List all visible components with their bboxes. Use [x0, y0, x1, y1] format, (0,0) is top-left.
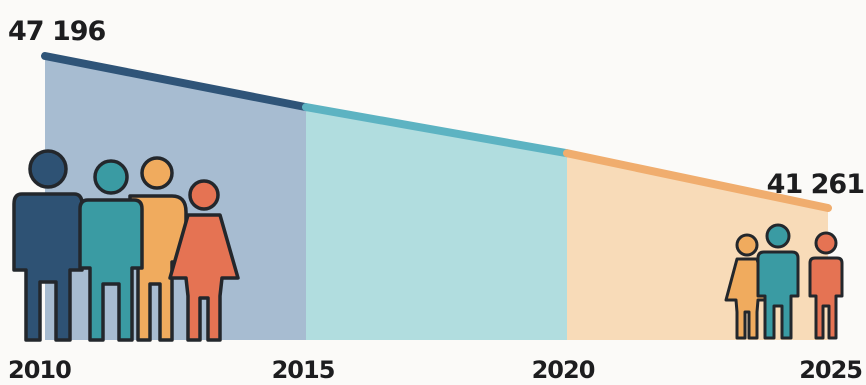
x-tick-label-2015: 2015 — [272, 356, 335, 384]
x-axis-ticks: 2010 2015 2020 2025 — [8, 356, 863, 384]
area-segment-2015-2020 — [306, 107, 567, 340]
trend-line-2015-2020 — [302, 103, 571, 158]
trend-line-2020-2025 — [563, 149, 832, 212]
x-tick-label-2020: 2020 — [532, 356, 595, 384]
people-group-2010-icon — [12, 149, 240, 342]
start-value-label: 47 196 — [8, 16, 106, 47]
trend-lines — [41, 52, 832, 212]
x-tick-label-2025: 2025 — [799, 356, 862, 384]
end-value-label: 41 261 — [767, 169, 864, 200]
people-group-2025-icon — [724, 223, 844, 340]
trend-line-2010-2015 — [41, 52, 310, 112]
x-tick-label-2010: 2010 — [8, 356, 71, 384]
